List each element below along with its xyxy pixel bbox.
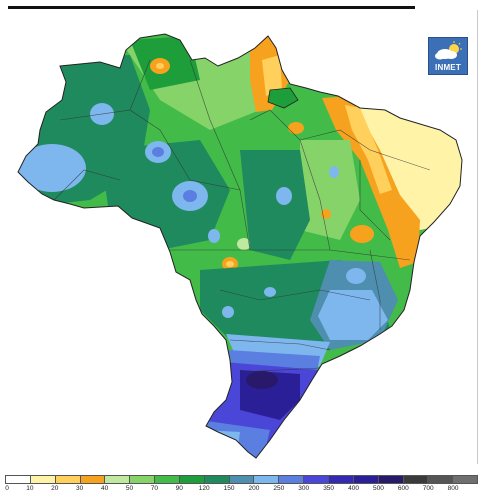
legend-tick-label: 90	[175, 485, 183, 492]
legend-swatch	[130, 476, 156, 483]
legend-swatch	[80, 476, 106, 483]
zone-ms-blue	[222, 306, 234, 318]
zone-central-blue	[276, 187, 292, 205]
brazil-outline	[17, 33, 463, 459]
legend-tick-label: 200	[248, 485, 260, 492]
zone-amazon-blue-2-core	[152, 147, 164, 157]
legend-swatch	[30, 476, 56, 483]
legend-tick-label: 500	[372, 485, 384, 492]
legend-swatch	[353, 476, 379, 483]
legend-tick-label: 300	[298, 485, 310, 492]
legend-swatch	[6, 476, 31, 483]
zone-central-teal	[240, 150, 310, 260]
brazil-precipitation-map	[17, 33, 463, 459]
legend-tick-label: 400	[348, 485, 359, 492]
map-frame	[8, 10, 478, 464]
legend-swatch	[254, 476, 280, 483]
precipitation-field	[18, 34, 462, 458]
legend-tick-label: 150	[223, 485, 235, 492]
legend-tick-label: 0	[5, 485, 9, 492]
zone-east-orange-band	[322, 96, 420, 268]
legend-tick-labels: 0 10 20 30 40 50 70 90 120 150 200 250 300 350 400 500 6…	[5, 485, 478, 497]
legend-tick-label: 250	[273, 485, 285, 492]
zone-rs-lightblue	[200, 430, 240, 458]
legend-tick-label: 10	[26, 485, 34, 492]
legend-swatch	[328, 476, 354, 483]
legend-tick-label: 120	[198, 485, 210, 492]
legend-tick-label: 70	[150, 485, 158, 492]
state-borders	[53, 59, 431, 373]
inmet-logo: INMET	[428, 37, 468, 75]
legend-swatch	[279, 476, 305, 483]
zone-bahia-orange	[350, 225, 374, 243]
legend-swatch	[453, 476, 478, 483]
zone-east-yellow-band	[345, 105, 392, 194]
legend-swatch	[55, 476, 81, 483]
legend-tick-label: 700	[422, 485, 434, 492]
legend-swatch	[403, 476, 429, 483]
legend-swatch	[229, 476, 255, 483]
legend-swatch	[155, 476, 180, 483]
legend-tick-label: 30	[76, 485, 84, 492]
zone-acre-blue	[18, 144, 86, 192]
legend-swatch	[378, 476, 404, 483]
legend-tick-label: 20	[51, 485, 59, 492]
legend-swatch	[304, 476, 329, 483]
cloud-sun-icon	[435, 41, 462, 60]
legend-swatch	[179, 476, 205, 483]
legend-swatch	[105, 476, 131, 483]
zone-northeast-yellow	[340, 100, 462, 230]
legend-tick-label: 600	[397, 485, 409, 492]
legend-tick-label: 800	[447, 485, 459, 492]
zone-mt-blue	[208, 229, 220, 243]
zone-amazon-blue-3-core	[183, 190, 197, 202]
precipitation-legend	[5, 475, 478, 484]
zone-southeast-lightblue	[318, 290, 388, 340]
marajo-island	[267, 87, 299, 109]
zone-roraima-orange-core	[156, 63, 164, 69]
legend-tick-label: 350	[323, 485, 335, 492]
legend-tick-label: 50	[125, 485, 134, 492]
zone-mt-lightgreen	[237, 238, 251, 250]
logo-text: INMET	[435, 63, 461, 72]
zone-interior-lightgreen	[300, 140, 360, 240]
legend-tick-label: 40	[100, 485, 109, 492]
zone-south-core	[246, 371, 278, 389]
zone-mt-orange-core	[226, 261, 234, 267]
zone-sp-blue	[264, 287, 276, 297]
top-rule	[8, 6, 415, 9]
zone-amapa-yellow	[262, 55, 282, 96]
legend-swatch	[428, 476, 454, 483]
zone-para-orange	[288, 122, 304, 134]
zone-mg-blue	[346, 268, 366, 284]
zone-central-blue-2	[329, 166, 339, 178]
legend-swatch	[204, 476, 230, 483]
